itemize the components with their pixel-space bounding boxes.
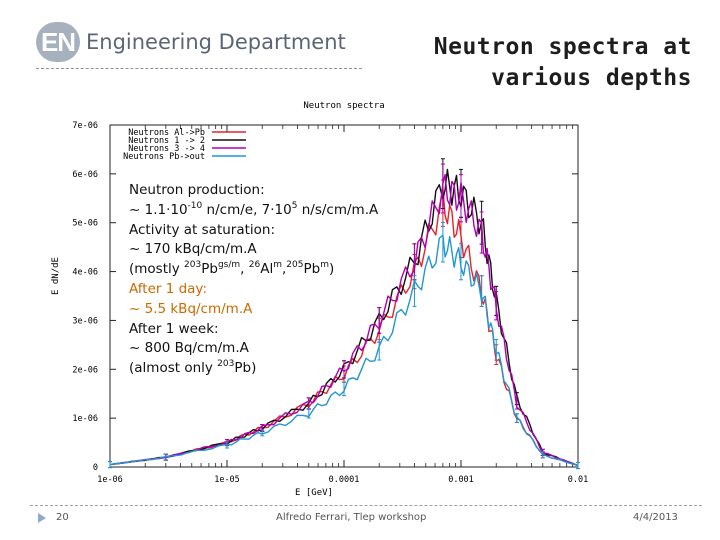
logo: EN Engineering Department — [36, 22, 346, 62]
legend-label-4: Neutrons Pb->out — [123, 152, 205, 162]
annotation-line-6: After 1 day: — [129, 280, 207, 297]
y-tick-label: 0 — [93, 463, 98, 473]
x-tick-label: 0.001 — [448, 475, 474, 485]
y-axis-label: E dN/dE — [51, 257, 61, 295]
page-marker-icon — [38, 513, 46, 523]
legend-label-3: Neutrons 3 -> 4 — [128, 144, 205, 154]
slide-title-line-2: various depths — [491, 65, 692, 91]
x-tick-label: 0.01 — [568, 475, 588, 485]
slide-title: Neutron spectra at various depths — [372, 32, 692, 94]
y-tick-label: 1e-06 — [72, 414, 98, 424]
y-tick-label: 4e-06 — [72, 268, 98, 278]
legend-label-2: Neutrons 1 -> 2 — [128, 136, 205, 146]
x-tick-label: 1e-06 — [97, 475, 123, 485]
annotation-line-1: Neutron production: — [129, 182, 265, 198]
x-tick-label: 0.0001 — [329, 475, 360, 485]
x-tick-label: 1e-05 — [214, 475, 240, 485]
chart-title: Neutron spectra — [303, 101, 384, 111]
logo-mark: EN — [36, 22, 80, 62]
slide-title-line-1: Neutron spectra at — [433, 34, 692, 60]
annotation-line-9: ~ 800 Bq/cm/m.A — [129, 340, 249, 357]
department-name: Engineering Department — [86, 30, 346, 54]
legend-label-1: Neutrons Al->Pb — [128, 128, 205, 138]
y-tick-label: 5e-06 — [72, 219, 98, 229]
footer-date: 4/4/2013 — [633, 512, 678, 523]
footer-author: Alfredo Ferrari, Tlep workshop — [276, 512, 427, 523]
y-tick-label: 6e-06 — [72, 170, 98, 180]
annotation-line-8: After 1 week: — [129, 320, 219, 337]
neutron-spectra-chart: Neutron spectra 0 1e-06 2e-06 3e-06 4e-06 5e-0… — [40, 95, 600, 505]
y-tick-label: 7e-06 — [72, 121, 98, 131]
annotation-line-2: ~ 1.1·10-10 n/cm/e, 7·105 n/s/cm/m.A — [129, 200, 379, 218]
annotation-block: Neutron production: ~ 1.1·10-10 n/cm/e, … — [129, 181, 429, 379]
annotation-line-3: Activity at saturation: — [129, 221, 276, 238]
annotation-line-4: ~ 170 kBq/cm/m.A — [129, 241, 257, 258]
header-divider — [36, 68, 362, 69]
annotation-line-10: (almost only 203Pb) — [129, 359, 257, 377]
y-tick-label: 3e-06 — [72, 316, 98, 326]
annotation-line-5: (mostly 203Pbgs/m, 26Alm,205Pbm) — [129, 260, 335, 278]
x-axis-label: E [GeV] — [295, 488, 333, 498]
y-tick-label: 2e-06 — [72, 365, 98, 375]
chart-svg: Neutron spectra 0 1e-06 2e-06 3e-06 4e-06 5e-0… — [51, 101, 588, 498]
page-number: 20 — [56, 512, 69, 523]
annotation-line-7: ~ 5.5 kBq/cm/m.A — [129, 300, 253, 317]
footer-divider — [30, 505, 702, 506]
